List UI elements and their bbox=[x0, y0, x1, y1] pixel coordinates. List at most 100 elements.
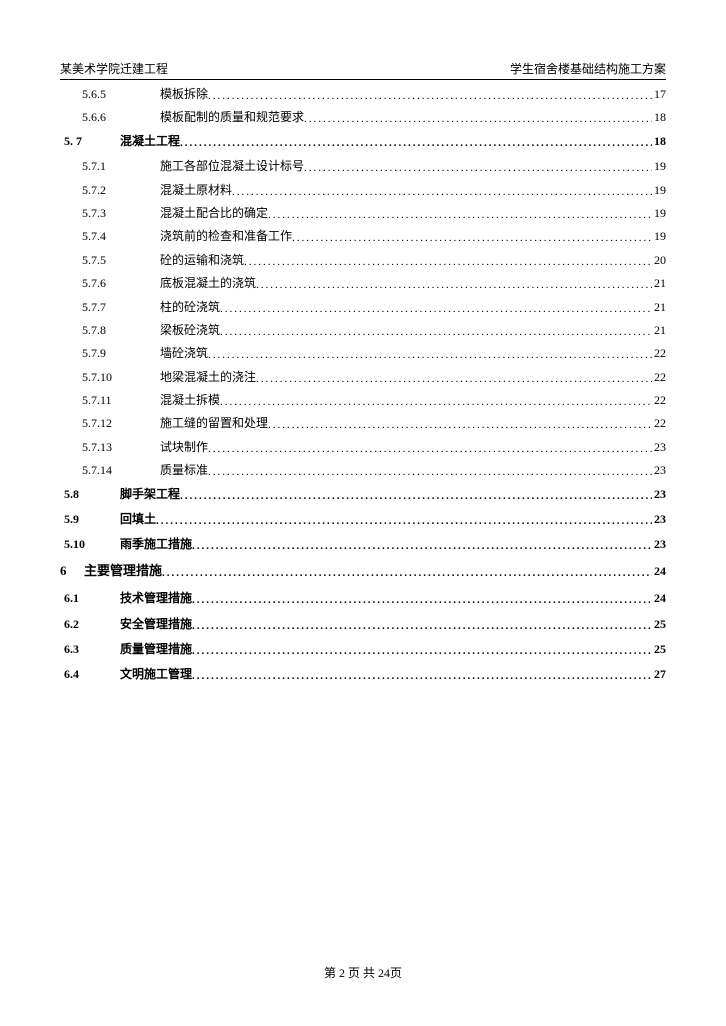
toc-page-number: 23 bbox=[652, 536, 666, 553]
toc-leader-dots: ........................................… bbox=[232, 185, 652, 200]
toc-title: 文明施工管理 bbox=[110, 666, 192, 683]
toc-number: 5.6.5 bbox=[60, 86, 130, 103]
toc-leader-dots: ........................................… bbox=[268, 418, 652, 433]
toc-page-number: 21 bbox=[652, 275, 666, 292]
toc-entry: 5.7.12施工缝的留置和处理.........................… bbox=[60, 415, 666, 432]
toc-page-number: 19 bbox=[652, 205, 666, 222]
toc-page-number: 22 bbox=[652, 345, 666, 362]
toc-number: 6.2 bbox=[60, 616, 110, 633]
toc-title: 安全管理措施 bbox=[110, 616, 192, 633]
toc-title: 混凝土工程 bbox=[110, 133, 180, 150]
toc-page-number: 19 bbox=[652, 228, 666, 245]
toc-page-number: 20 bbox=[652, 252, 666, 269]
toc-leader-dots: ........................................… bbox=[220, 395, 652, 410]
header-right: 学生宿舍楼基础结构施工方案 bbox=[510, 60, 666, 77]
table-of-contents: 5.6.5模板拆除...............................… bbox=[60, 86, 666, 684]
toc-page-number: 19 bbox=[652, 182, 666, 199]
toc-page-number: 22 bbox=[652, 415, 666, 432]
toc-number: 5.10 bbox=[60, 536, 110, 553]
toc-number: 5.7.9 bbox=[60, 345, 130, 362]
toc-number: 6 bbox=[60, 562, 80, 580]
toc-title: 质量标准 bbox=[130, 462, 208, 479]
toc-title: 混凝土拆模 bbox=[130, 392, 220, 409]
toc-title: 墙砼浇筑 bbox=[130, 345, 208, 362]
toc-title: 施工各部位混凝土设计标号 bbox=[130, 158, 304, 175]
toc-leader-dots: ........................................… bbox=[192, 669, 652, 684]
toc-number: 5. 7 bbox=[60, 133, 110, 150]
toc-number: 5.7.11 bbox=[60, 392, 130, 409]
toc-entry: 5.7.3混凝土配合比的确定..........................… bbox=[60, 205, 666, 222]
toc-leader-dots: ........................................… bbox=[220, 302, 652, 317]
toc-page-number: 18 bbox=[652, 109, 666, 126]
toc-page-number: 23 bbox=[652, 511, 666, 528]
toc-number: 5.7.2 bbox=[60, 182, 130, 199]
toc-page-number: 24 bbox=[652, 563, 666, 580]
toc-title: 模板拆除 bbox=[130, 86, 208, 103]
toc-number: 5.7.1 bbox=[60, 158, 130, 175]
toc-leader-dots: ........................................… bbox=[244, 255, 652, 270]
toc-page-number: 23 bbox=[652, 462, 666, 479]
toc-number: 5.7.6 bbox=[60, 275, 130, 292]
toc-leader-dots: ........................................… bbox=[208, 442, 652, 457]
toc-number: 6.3 bbox=[60, 641, 110, 658]
toc-entry: 5.7.14质量标准..............................… bbox=[60, 462, 666, 479]
toc-entry: 5.7.10地梁混凝土的浇注..........................… bbox=[60, 369, 666, 386]
toc-leader-dots: ........................................… bbox=[192, 539, 652, 554]
toc-leader-dots: ........................................… bbox=[256, 372, 652, 387]
toc-number: 5.7.3 bbox=[60, 205, 130, 222]
toc-leader-dots: ........................................… bbox=[292, 231, 652, 246]
toc-leader-dots: ........................................… bbox=[208, 89, 652, 104]
toc-title: 脚手架工程 bbox=[110, 486, 180, 503]
toc-page-number: 24 bbox=[652, 590, 666, 607]
toc-leader-dots: ........................................… bbox=[180, 489, 652, 504]
toc-title: 梁板砼浇筑 bbox=[130, 322, 220, 339]
toc-leader-dots: ........................................… bbox=[304, 161, 652, 176]
toc-entry: 5.9回填土..................................… bbox=[60, 511, 666, 528]
toc-entry: 5.7.7柱的砼浇筑..............................… bbox=[60, 299, 666, 316]
toc-page-number: 18 bbox=[652, 133, 666, 150]
toc-entry: 5.7.9墙砼浇筑...............................… bbox=[60, 345, 666, 362]
toc-number: 5.7.13 bbox=[60, 439, 130, 456]
toc-number: 6.4 bbox=[60, 666, 110, 683]
toc-leader-dots: ........................................… bbox=[268, 208, 652, 223]
toc-entry: 6.2安全管理措施...............................… bbox=[60, 616, 666, 633]
toc-entry: 6.1技术管理措施...............................… bbox=[60, 590, 666, 607]
toc-page-number: 22 bbox=[652, 369, 666, 386]
toc-entry: 5.7.6底板混凝土的浇筑...........................… bbox=[60, 275, 666, 292]
toc-entry: 6.4文明施工管理...............................… bbox=[60, 666, 666, 683]
toc-entry: 5.6.5模板拆除...............................… bbox=[60, 86, 666, 103]
toc-number: 5.7.14 bbox=[60, 462, 130, 479]
toc-leader-dots: ........................................… bbox=[208, 348, 652, 363]
toc-entry: 5.7.4浇筑前的检查和准备工作........................… bbox=[60, 228, 666, 245]
toc-entry: 5.7.2混凝土原材料.............................… bbox=[60, 182, 666, 199]
toc-leader-dots: ........................................… bbox=[208, 465, 652, 480]
toc-title: 柱的砼浇筑 bbox=[130, 299, 220, 316]
toc-page-number: 19 bbox=[652, 158, 666, 175]
toc-number: 6.1 bbox=[60, 590, 110, 607]
toc-entry: 5.6.6模板配制的质量和规范要求.......................… bbox=[60, 109, 666, 126]
toc-entry: 6主要管理措施.................................… bbox=[60, 562, 666, 580]
page-header: 某美术学院迁建工程 学生宿舍楼基础结构施工方案 bbox=[60, 60, 666, 80]
toc-title: 技术管理措施 bbox=[110, 590, 192, 607]
toc-leader-dots: ........................................… bbox=[192, 644, 652, 659]
toc-entry: 6.3质量管理措施...............................… bbox=[60, 641, 666, 658]
toc-title: 施工缝的留置和处理 bbox=[130, 415, 268, 432]
toc-title: 混凝土原材料 bbox=[130, 182, 232, 199]
toc-title: 回填土 bbox=[110, 511, 156, 528]
toc-entry: 5.8脚手架工程................................… bbox=[60, 486, 666, 503]
toc-title: 地梁混凝土的浇注 bbox=[130, 369, 256, 386]
header-left: 某美术学院迁建工程 bbox=[60, 60, 168, 77]
toc-title: 质量管理措施 bbox=[110, 641, 192, 658]
toc-leader-dots: ........................................… bbox=[304, 112, 652, 127]
toc-number: 5.7.7 bbox=[60, 299, 130, 316]
toc-leader-dots: ........................................… bbox=[256, 278, 652, 293]
toc-number: 5.9 bbox=[60, 511, 110, 528]
toc-number: 5.7.5 bbox=[60, 252, 130, 269]
page-footer: 第 2 页 共 24页 bbox=[0, 964, 726, 981]
toc-title: 浇筑前的检查和准备工作 bbox=[130, 228, 292, 245]
toc-title: 混凝土配合比的确定 bbox=[130, 205, 268, 222]
toc-title: 试块制作 bbox=[130, 439, 208, 456]
toc-number: 5.7.12 bbox=[60, 415, 130, 432]
toc-page-number: 25 bbox=[652, 616, 666, 633]
toc-leader-dots: ........................................… bbox=[220, 325, 652, 340]
